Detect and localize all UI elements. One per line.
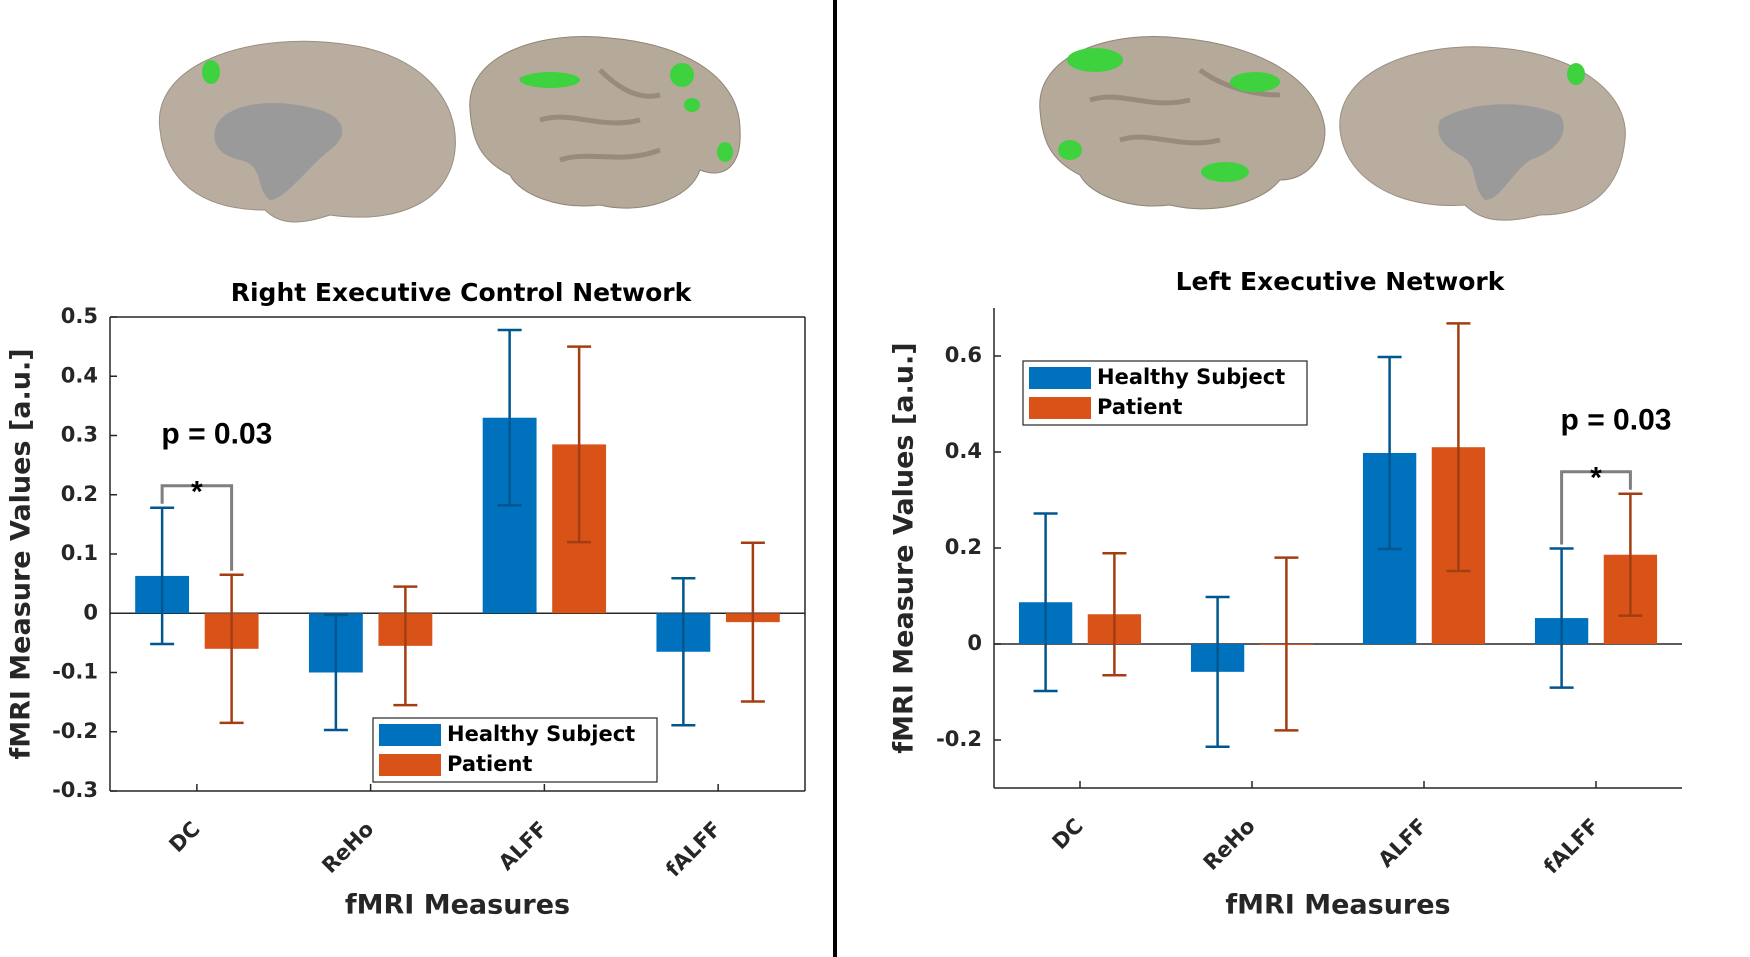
error-bar — [150, 506, 175, 646]
x-tick-label: fALFF — [661, 817, 726, 882]
x-tick-label: ReHo — [1199, 814, 1260, 875]
y-tick-label: 0 — [83, 600, 98, 624]
error-bar — [1377, 355, 1402, 551]
error-bar — [497, 328, 522, 507]
brain-lateral-right — [469, 36, 741, 209]
error-bar — [323, 613, 348, 732]
x-axis-label: fMRI Measures — [345, 890, 570, 921]
significance-marker: * — [191, 476, 203, 509]
legend-swatch — [379, 724, 441, 746]
error-bar — [219, 573, 244, 725]
x-tick-label: ALFF — [1374, 814, 1432, 872]
legend-label: Patient — [1097, 395, 1182, 419]
legend: Healthy Subject Patient — [372, 717, 658, 783]
significance-label: p = 0.03 — [1561, 404, 1672, 437]
brain-lateral-left — [1039, 36, 1326, 210]
legend-label: Healthy Subject — [447, 722, 635, 746]
error-bar — [1446, 322, 1471, 573]
y-tick-label: 0.5 — [61, 304, 98, 328]
y-axis-label: fMRI Measure Values [a.u.] — [889, 342, 920, 753]
error-bar — [1549, 547, 1574, 689]
chart-title: Left Executive Network — [1176, 267, 1506, 296]
y-tick-label: 0 — [967, 631, 982, 655]
legend-swatch — [379, 754, 441, 776]
error-bar — [567, 345, 592, 544]
y-tick-label: -0.3 — [52, 778, 98, 802]
y-tick-label: -0.2 — [52, 719, 98, 743]
y-tick-label: 0.2 — [945, 535, 982, 559]
x-axis-label: fMRI Measures — [1225, 890, 1450, 921]
significance-marker: * — [1590, 462, 1602, 495]
significance-bracket — [1560, 470, 1632, 545]
error-bar — [1033, 512, 1058, 693]
chart-title: Right Executive Control Network — [231, 278, 693, 307]
error-bar — [1102, 552, 1127, 677]
error-bar — [1274, 556, 1299, 732]
legend: Healthy Subject Patient — [1022, 360, 1308, 426]
x-tick-label: DC — [164, 817, 204, 857]
y-tick-label: 0.1 — [61, 541, 98, 565]
bar-chart: Right Executive Control Network fMRI Meas… — [6, 278, 806, 921]
legend-label: Patient — [447, 752, 532, 776]
error-bar — [671, 577, 696, 727]
significance-bracket — [160, 484, 234, 571]
legend-swatch — [1029, 367, 1091, 389]
x-tick-label: fALFF — [1539, 814, 1604, 879]
error-bar — [740, 541, 765, 703]
y-tick-label: -0.1 — [52, 660, 98, 684]
legend-swatch — [1029, 397, 1091, 419]
x-tick-label: ReHo — [317, 817, 378, 878]
y-tick-label: 0.6 — [945, 343, 982, 367]
error-bar — [1618, 492, 1643, 617]
y-tick-label: 0.3 — [61, 423, 98, 447]
error-bar — [1205, 595, 1230, 748]
bar-chart: Left Executive Network fMRI Measures fMRI … — [889, 267, 1682, 921]
significance-label: p = 0.03 — [161, 418, 272, 451]
y-tick-label: 0.4 — [945, 439, 982, 463]
legend-label: Healthy Subject — [1097, 365, 1285, 389]
brain-medial-left — [1339, 46, 1626, 221]
x-tick-label: DC — [1048, 814, 1088, 854]
y-axis-label: fMRI Measure Values [a.u.] — [6, 348, 37, 759]
error-bar — [393, 585, 418, 707]
brain-medial-right — [158, 40, 456, 223]
y-tick-label: 0.4 — [61, 363, 98, 387]
y-tick-label: -0.2 — [936, 727, 982, 751]
y-tick-label: 0.2 — [61, 482, 98, 506]
x-tick-label: ALFF — [494, 817, 552, 875]
brain-images — [158, 36, 1626, 223]
